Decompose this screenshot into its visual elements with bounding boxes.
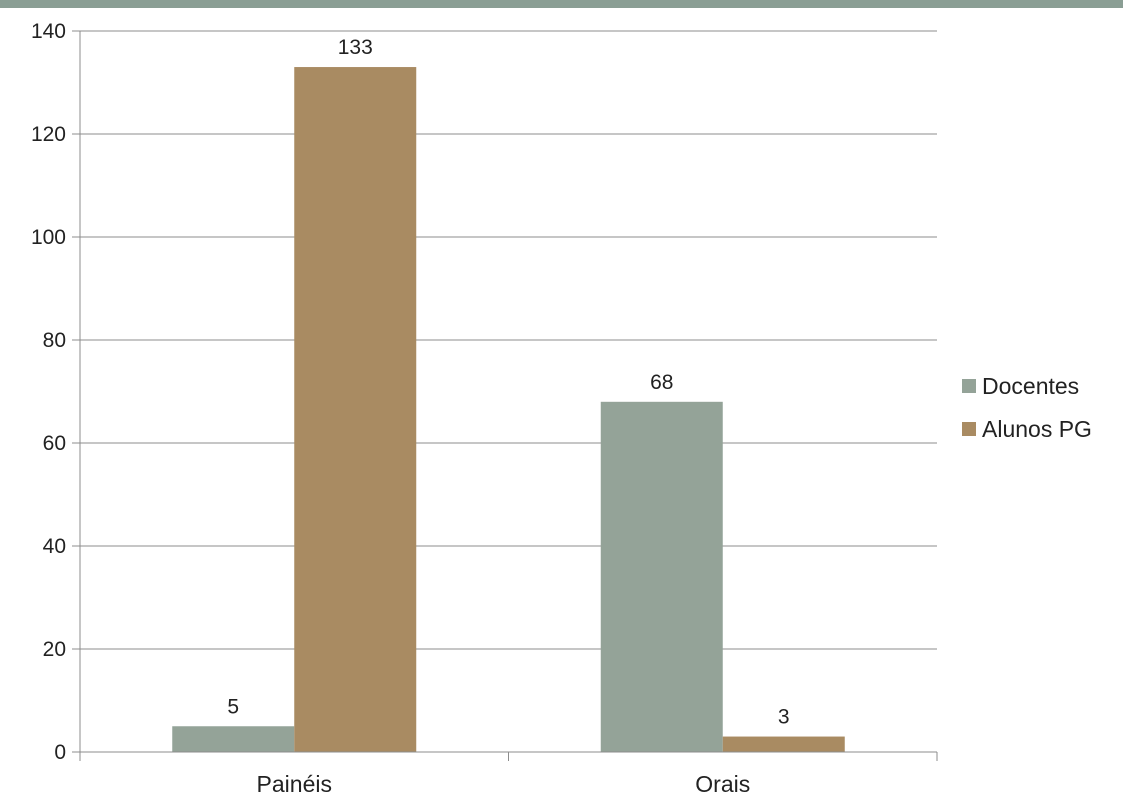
x-category-label: Orais xyxy=(695,771,750,797)
bars-layer xyxy=(172,67,845,753)
data-label: 5 xyxy=(227,695,239,718)
legend-swatch xyxy=(962,379,976,393)
y-tick-label: 40 xyxy=(43,535,66,558)
axis-layer xyxy=(72,30,938,761)
y-tick-label: 120 xyxy=(31,123,66,146)
bar-docentes xyxy=(172,726,295,752)
data-label: 68 xyxy=(650,371,673,394)
legend-label: Docentes xyxy=(982,373,1079,399)
legend: Docentes Alunos PG xyxy=(962,373,1092,442)
y-tick-label: 100 xyxy=(31,226,66,249)
legend-label: Alunos PG xyxy=(982,416,1092,442)
data-label: 133 xyxy=(338,36,373,59)
y-tick-label: 20 xyxy=(43,638,66,661)
x-category-label: Painéis xyxy=(257,771,332,797)
bar-alunos-pg xyxy=(722,736,845,752)
bar-alunos-pg xyxy=(294,67,417,753)
labels-layer: 0 20 40 60 80 100 120 140 5 133 Painéis 68 3 Orais xyxy=(31,20,790,797)
y-tick-label: 0 xyxy=(54,741,66,764)
y-tick-label: 80 xyxy=(43,329,66,352)
y-tick-label: 140 xyxy=(31,20,66,43)
data-label: 3 xyxy=(778,706,790,729)
bar-docentes xyxy=(600,401,723,752)
legend-swatch xyxy=(962,422,976,436)
y-tick-label: 60 xyxy=(43,432,66,455)
grid-layer xyxy=(80,30,937,650)
top-accent-bar xyxy=(0,0,1123,8)
